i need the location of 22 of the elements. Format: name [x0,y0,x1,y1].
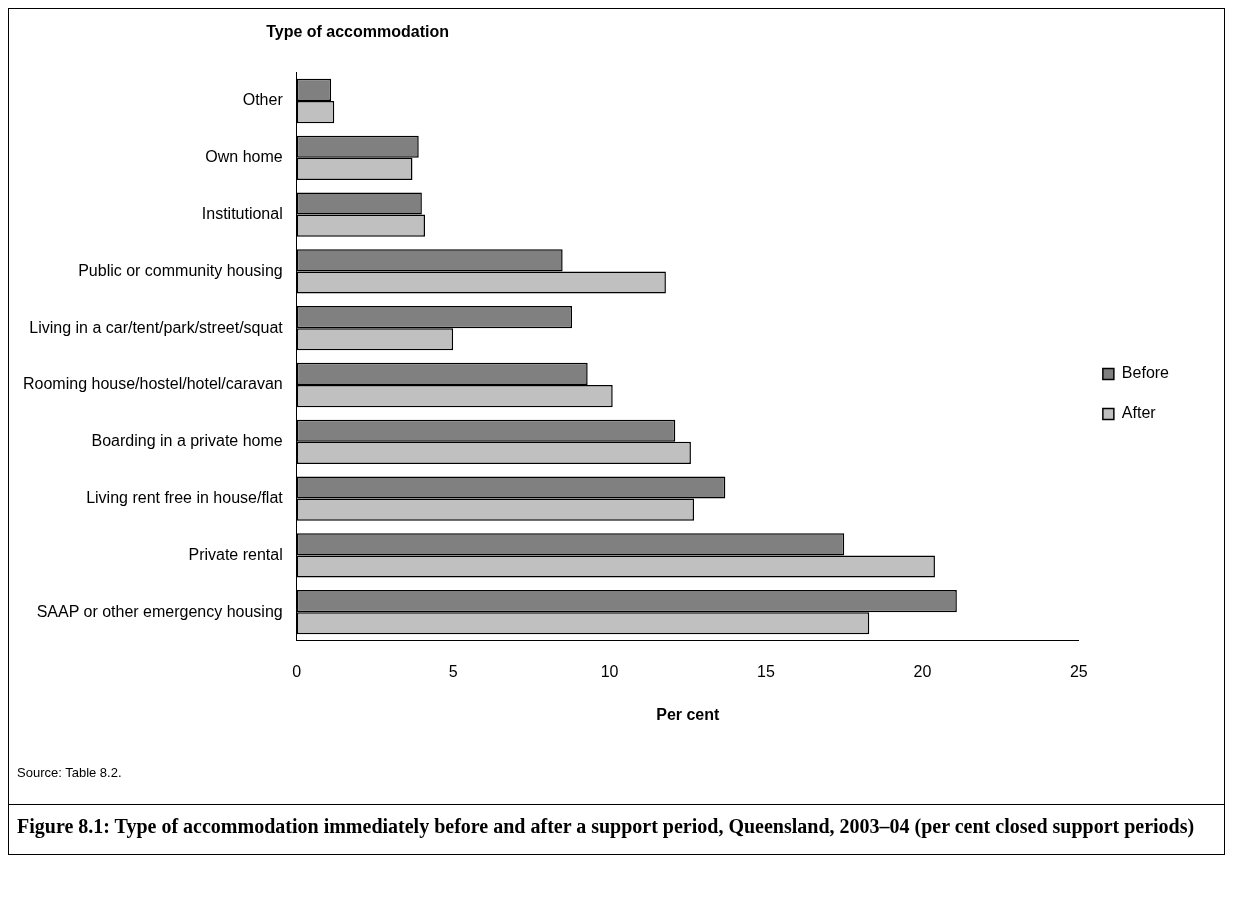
x-tick-label: 20 [913,662,932,680]
source-note: Source: Table 8.2. [17,765,123,780]
x-tick-label: 15 [757,662,775,680]
y-tick-label: Living rent free in house/flat [86,489,284,507]
y-axis-title: Type of accommodation [265,23,449,41]
x-axis-title: Per cent [656,705,721,723]
y-tick-label: Public or community housing [78,261,283,279]
y-tick-label: Boarding in a private home [91,432,283,450]
y-tick-label: Other [242,91,284,109]
y-tick-label: Living in a car/tent/park/street/squat [29,318,284,336]
legend-label: After [1121,404,1157,422]
x-tick-label: 10 [600,662,619,680]
y-tick-label: Institutional [201,205,283,223]
y-tick-label: SAAP or other emergency housing [36,602,283,620]
legend-label: Before [1121,364,1170,382]
x-tick-label: 25 [1069,662,1088,680]
text: Figure 8.1: Type of accommodation immediately before and after a support period, Queensland, 2003–04 (per cent closed support periods) [9,804,1224,854]
x-tick-label: 5 [448,662,458,680]
y-tick-label: Rooming house/hostel/hotel/caravan [23,375,283,393]
y-tick-label: Private rental [188,545,283,563]
y-tick-label: Own home [205,148,283,166]
x-tick-label: 0 [292,662,302,680]
